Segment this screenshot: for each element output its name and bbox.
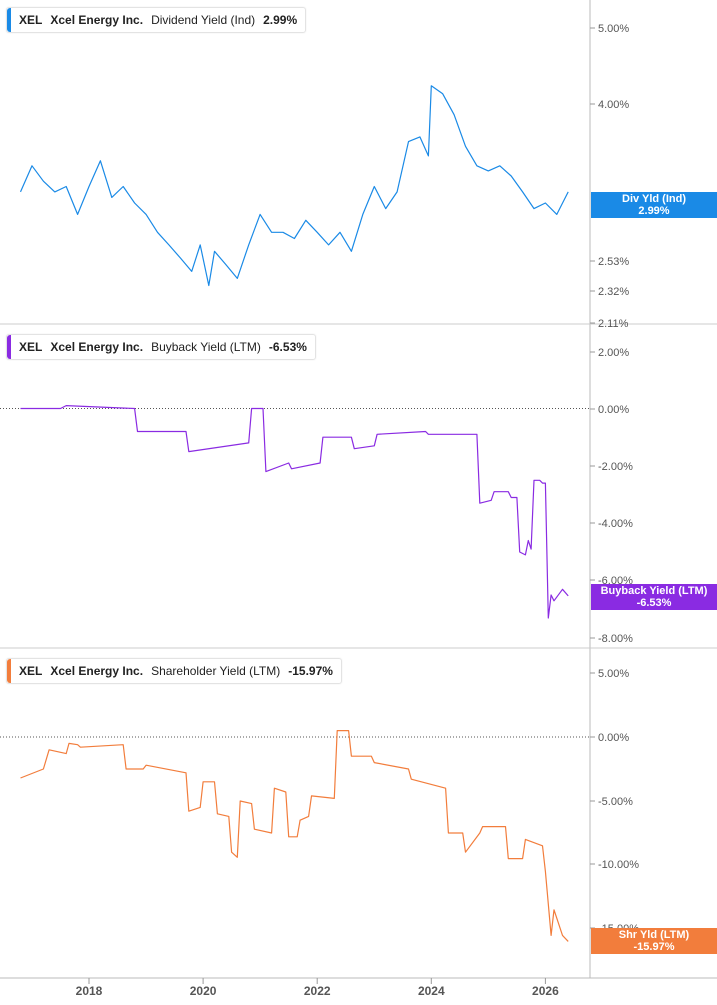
y-tick-label: 0.00% <box>598 404 629 416</box>
y-tick-label: 2.32% <box>598 286 629 298</box>
series-line-shr <box>20 730 569 942</box>
y-tick-label: -2.00% <box>598 461 633 473</box>
legend-metric: Buyback Yield (LTM) <box>151 340 261 354</box>
legend-buyback-yield[interactable]: XEL Xcel Energy Inc. Buyback Yield (LTM)… <box>6 334 316 360</box>
series-color-swatch <box>7 659 11 683</box>
legend-value: 2.99% <box>263 13 298 27</box>
legend-metric: Shareholder Yield (LTM) <box>151 664 281 678</box>
y-tick-label: 2.53% <box>598 256 629 268</box>
y-tick-label: -5.00% <box>598 796 633 808</box>
y-tick-label: 2.11% <box>598 318 629 330</box>
last-value-tag-buyback: Buyback Yield (LTM) -6.53% <box>591 584 717 610</box>
tag-label: Buyback Yield (LTM) <box>600 585 708 597</box>
legend-ticker: XEL <box>19 13 43 27</box>
last-value-tag-dividend: Div Yld (Ind) 2.99% <box>591 192 717 218</box>
legend-company: Xcel Energy Inc. <box>50 664 144 678</box>
legend-value: -6.53% <box>268 340 307 354</box>
legend-ticker: XEL <box>19 340 43 354</box>
x-tick-label: 2024 <box>418 984 445 998</box>
y-tick-label: 4.00% <box>598 99 629 111</box>
y-tick-label: 0.00% <box>598 732 629 744</box>
series-line-div <box>19 85 569 287</box>
series-color-swatch <box>7 8 11 32</box>
tag-value: 2.99% <box>638 205 670 217</box>
y-tick-label: -8.00% <box>598 633 633 645</box>
legend-shareholder-yield[interactable]: XEL Xcel Energy Inc. Shareholder Yield (… <box>6 658 342 684</box>
x-tick-label: 2022 <box>304 984 331 998</box>
legend-company: Xcel Energy Inc. <box>50 340 144 354</box>
legend-company: Xcel Energy Inc. <box>50 13 144 27</box>
tag-label: Div Yld (Ind) <box>622 193 686 205</box>
y-tick-label: -4.00% <box>598 518 633 530</box>
legend-ticker: XEL <box>19 664 43 678</box>
last-value-tag-shareholder: Shr Yld (LTM) -15.97% <box>591 928 717 954</box>
legend-value: -15.97% <box>288 664 333 678</box>
series-color-swatch <box>7 335 11 359</box>
y-tick-label: 5.00% <box>598 668 629 680</box>
x-tick-label: 2018 <box>76 984 103 998</box>
tag-value: -6.53% <box>636 597 672 609</box>
series-line-buy <box>20 405 569 619</box>
x-tick-label: 2020 <box>190 984 217 998</box>
y-tick-label: 5.00% <box>598 23 629 35</box>
legend-metric: Dividend Yield (Ind) <box>151 13 256 27</box>
tag-label: Shr Yld (LTM) <box>618 929 690 941</box>
legend-dividend-yield[interactable]: XEL Xcel Energy Inc. Dividend Yield (Ind… <box>6 7 307 33</box>
y-tick-label: 2.00% <box>598 347 629 359</box>
y-tick-label: -10.00% <box>598 859 639 871</box>
tag-value: -15.97% <box>633 941 675 953</box>
x-tick-label: 2026 <box>532 984 559 998</box>
